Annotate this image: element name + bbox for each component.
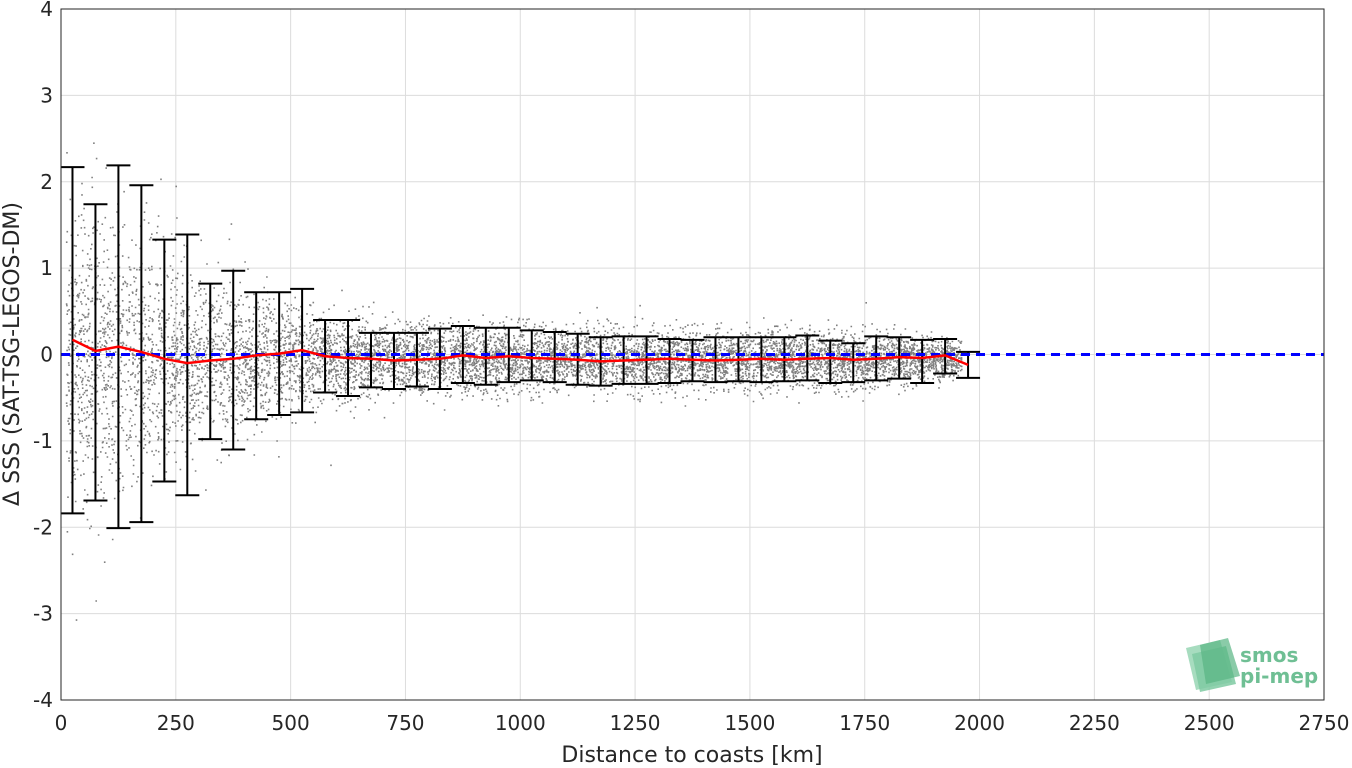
y-tick-label: -1 xyxy=(33,429,53,453)
y-tick-label: 1 xyxy=(40,256,53,280)
errorbar xyxy=(221,269,246,451)
errorbar xyxy=(542,331,567,384)
x-tick-label: 250 xyxy=(157,711,195,735)
x-tick-label: 2000 xyxy=(954,711,1005,735)
errorbar xyxy=(910,338,935,385)
errorbar xyxy=(473,326,498,386)
x-tick-label: 2750 xyxy=(1299,711,1350,735)
errorbar xyxy=(657,337,682,385)
y-axis-title: Δ SSS (SAT-TSG-LEGOS-DM) xyxy=(0,202,25,506)
x-tick-label: 2250 xyxy=(1069,711,1120,735)
x-tick-label: 1750 xyxy=(839,711,890,735)
y-tick-label: -2 xyxy=(33,515,53,539)
x-tick-label: 2500 xyxy=(1184,711,1235,735)
y-tick-label: 2 xyxy=(40,170,53,194)
lines xyxy=(61,338,1324,367)
errorbar xyxy=(841,342,866,384)
y-tick-label: 4 xyxy=(40,0,53,21)
y-tick-label: -3 xyxy=(33,602,53,626)
x-tick-label: 1000 xyxy=(495,711,546,735)
logo-text-line2: pi-mep xyxy=(1240,664,1318,688)
errorbar xyxy=(152,238,177,483)
y-tick-label: 0 xyxy=(40,343,53,367)
y-tick-label: 3 xyxy=(40,83,53,107)
errorbar xyxy=(175,233,200,497)
y-tick-label: -4 xyxy=(33,688,53,712)
tick-labels: 0 250 500 750 1000 1250 1500 1750 2000 2250 2500 27… xyxy=(33,0,1349,735)
errorbar xyxy=(496,326,521,384)
x-tick-label: 1250 xyxy=(610,711,661,735)
x-tick-label: 1500 xyxy=(724,711,775,735)
x-tick-label: 0 xyxy=(55,711,68,735)
logo-text-line1: smos xyxy=(1240,643,1298,667)
mean-line xyxy=(71,338,969,367)
smos-pimep-logo: smos pi-mep xyxy=(1186,638,1318,692)
errorbar xyxy=(818,339,843,385)
errorbar xyxy=(359,331,384,389)
x-tick-label: 750 xyxy=(386,711,424,735)
logo-mark-icon xyxy=(1186,638,1240,692)
plot-frame xyxy=(60,8,1325,701)
x-axis-title: Distance to coasts [km] xyxy=(561,743,822,768)
error-bars xyxy=(60,164,981,530)
errorbar xyxy=(83,203,108,502)
x-tick-label: 500 xyxy=(272,711,310,735)
